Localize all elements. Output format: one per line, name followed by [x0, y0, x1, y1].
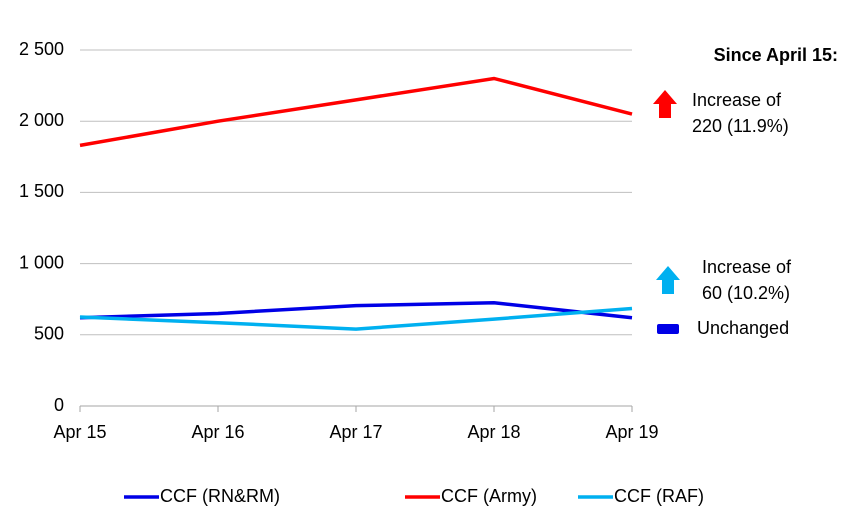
annotation-text: Increase of [692, 90, 782, 110]
series-line [79, 301, 633, 320]
arrow-icon [656, 266, 680, 294]
y-tick-label: 0 [54, 395, 64, 415]
x-tick-label: Apr 15 [53, 422, 106, 442]
series-line [79, 306, 633, 331]
x-tick-label: Apr 16 [191, 422, 244, 442]
y-tick-label: 1 500 [19, 181, 64, 201]
unchanged-icon [657, 324, 679, 334]
annotation-header: Since April 15: [714, 45, 838, 65]
annotation-text: 220 (11.9%) [692, 116, 789, 136]
legend-label: CCF (Army) [441, 486, 537, 506]
y-tick-label: 1 000 [19, 252, 64, 272]
arrow-icon [653, 90, 677, 118]
y-tick-label: 500 [34, 324, 64, 344]
legend-label: CCF (RAF) [614, 486, 704, 506]
y-tick-label: 2 500 [19, 39, 64, 59]
annotation-text: Increase of [702, 257, 792, 277]
series-line [79, 76, 633, 148]
annotation-text: Unchanged [697, 318, 789, 338]
x-tick-label: Apr 18 [467, 422, 520, 442]
y-tick-label: 2 000 [19, 110, 64, 130]
x-tick-label: Apr 19 [605, 422, 658, 442]
annotation-text: 60 (10.2%) [702, 283, 790, 303]
legend-label: CCF (RN&RM) [160, 486, 280, 506]
x-tick-label: Apr 17 [329, 422, 382, 442]
